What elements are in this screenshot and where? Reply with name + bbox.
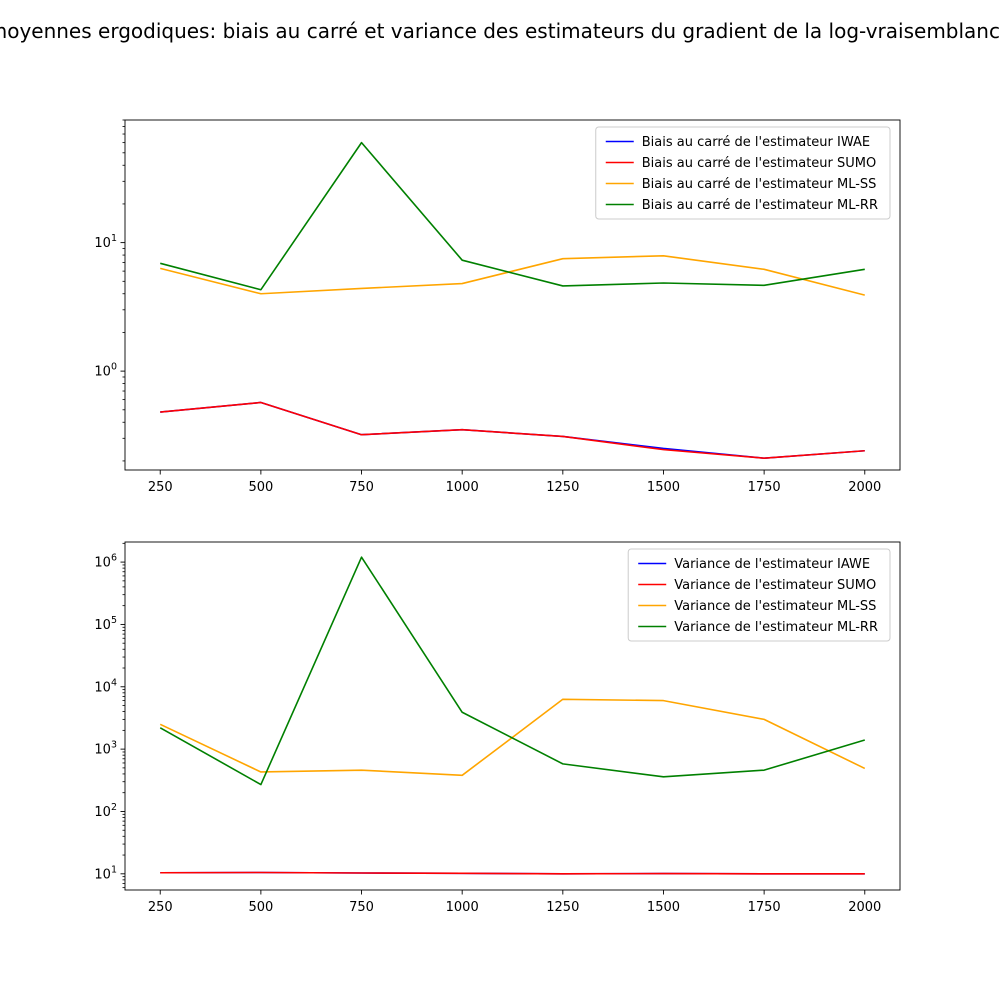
variance-y-tick-base: 10 <box>94 556 111 571</box>
variance-y-tick-label: 104 <box>94 677 117 695</box>
bias-legend: Biais au carré de l'estimateur IWAE Biais… <box>595 126 891 220</box>
variance-axes-frame <box>124 541 901 891</box>
variance-y-tick-label: 103 <box>94 740 117 758</box>
variance-y-tick-exponent: 6 <box>111 553 117 564</box>
variance-y-tick-base: 10 <box>94 680 111 695</box>
bias-y-tick-exponent: 0 <box>111 362 117 373</box>
bias-y-tick-base: 10 <box>94 236 111 251</box>
bias-y-tick-base: 10 <box>94 365 111 380</box>
variance-legend-label: Variance de l'estimateur IAWE <box>674 557 870 572</box>
bias-y-tick-label: 101 <box>94 233 117 251</box>
bias-series-line-4 <box>160 141 865 291</box>
variance-x-tick-label: 1250 <box>546 900 579 915</box>
variance-legend-box <box>627 548 891 642</box>
variance-y-tick-label: 102 <box>94 802 117 820</box>
variance-y-tick-exponent: 3 <box>111 740 117 751</box>
variance-y-tick-label: 101 <box>94 864 117 882</box>
variance-legend-label: Variance de l'estimateur SUMO <box>674 578 876 593</box>
bias-x-tick-label: 2000 <box>848 480 881 495</box>
bias-x-tick-label: 500 <box>248 480 273 495</box>
variance-x-tick-label: 250 <box>148 900 173 915</box>
bias-legend-box <box>595 126 891 220</box>
variance-y-tick-label: 105 <box>94 615 117 633</box>
bias-legend-label: Biais au carré de l'estimateur ML-SS <box>642 177 877 192</box>
variance-legend-label: Variance de l'estimateur ML-SS <box>674 599 876 614</box>
bias-y-tick-exponent: 1 <box>111 233 117 244</box>
variance-legend-label: Variance de l'estimateur ML-RR <box>674 620 878 635</box>
variance-y-tick-base: 10 <box>94 867 111 882</box>
variance-y-tick-exponent: 2 <box>111 802 117 813</box>
bias-x-tick-label: 1250 <box>546 480 579 495</box>
bias-x-tick-label: 750 <box>349 480 374 495</box>
variance-series-line-4 <box>159 556 865 786</box>
bias-y-tick-label: 100 <box>94 362 117 380</box>
variance-y-tick-exponent: 4 <box>111 677 117 688</box>
bias-x-tick-label: 1000 <box>446 480 479 495</box>
variance-y-tick-base: 10 <box>94 805 111 820</box>
variance-x-tick-label: 750 <box>349 900 374 915</box>
variance-x-tick-label: 2000 <box>848 900 881 915</box>
bias-x-tick-label: 1500 <box>647 480 680 495</box>
bias-legend-label: Biais au carré de l'estimateur SUMO <box>642 156 876 171</box>
bias-legend-label: Biais au carré de l'estimateur IWAE <box>642 135 870 150</box>
figure-title: moyennes ergodiques: biais au carré et v… <box>0 19 1000 43</box>
variance-x-tick-label: 500 <box>248 900 273 915</box>
variance-y-tick-exponent: 5 <box>111 615 117 626</box>
variance-x-tick-label: 1000 <box>446 900 479 915</box>
variance-y-tick-base: 10 <box>94 618 111 633</box>
bias-legend-label: Biais au carré de l'estimateur ML-RR <box>642 198 878 213</box>
variance-y-tick-base: 10 <box>94 743 111 758</box>
variance-x-tick-label: 1750 <box>748 900 781 915</box>
variance-y-tick-label: 106 <box>94 553 117 571</box>
bias-x-tick-label: 250 <box>148 480 173 495</box>
variance-x-tick-label: 1500 <box>647 900 680 915</box>
variance-series-line-2 <box>160 871 865 875</box>
variance-legend: Variance de l'estimateur IAWE Variance de… <box>627 548 891 642</box>
bias-series-line-3 <box>160 254 865 296</box>
bias-x-tick-label: 1750 <box>748 480 781 495</box>
bias-series-line-2 <box>160 401 865 460</box>
variance-y-tick-exponent: 1 <box>111 864 117 875</box>
bias-axes-frame <box>124 119 901 471</box>
